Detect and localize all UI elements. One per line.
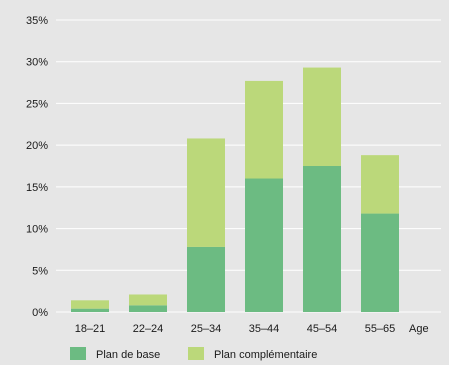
bar-segment bbox=[245, 80, 283, 179]
legend: Plan de base Plan complémentaire bbox=[70, 347, 317, 361]
y-tick-label: 25% bbox=[26, 98, 48, 110]
bar-segment bbox=[361, 155, 399, 214]
y-axis-ticks: 0% 5% 10% 15% 20% 25% 30% 35% bbox=[26, 15, 48, 319]
y-tick-label: 10% bbox=[26, 224, 48, 236]
bar-segment bbox=[303, 67, 341, 166]
bar-segment bbox=[129, 294, 167, 306]
y-tick-label: 5% bbox=[32, 265, 48, 277]
x-tick-label: 18–21 bbox=[75, 323, 106, 335]
x-axis-ticks: 18–21 22–24 25–34 35–44 45–54 55–65 bbox=[75, 323, 396, 335]
y-tick-label: 30% bbox=[26, 57, 48, 69]
y-tick-label: 35% bbox=[26, 15, 48, 27]
x-tick-label: 55–65 bbox=[365, 323, 396, 335]
y-tick-label: 15% bbox=[26, 182, 48, 194]
bar-segment bbox=[303, 166, 341, 312]
x-tick-label: 22–24 bbox=[133, 323, 164, 335]
bars bbox=[71, 67, 399, 312]
legend-label-plan-de-base: Plan de base bbox=[96, 349, 160, 361]
legend-swatch-plan-complementaire bbox=[188, 347, 204, 360]
legend-swatch-plan-de-base bbox=[70, 347, 86, 360]
bar-segment bbox=[187, 246, 225, 312]
legend-label-plan-complementaire: Plan complémentaire bbox=[214, 349, 317, 361]
x-axis-label: Age bbox=[409, 323, 429, 335]
bar-segment bbox=[187, 138, 225, 247]
bar-segment bbox=[71, 300, 109, 309]
y-tick-label: 20% bbox=[26, 140, 48, 152]
bar-segment bbox=[245, 178, 283, 312]
bar-segment bbox=[129, 305, 167, 312]
x-tick-label: 35–44 bbox=[249, 323, 280, 335]
x-tick-label: 45–54 bbox=[307, 323, 338, 335]
bar-segment bbox=[71, 308, 109, 312]
x-tick-label: 25–34 bbox=[191, 323, 222, 335]
y-tick-label: 0% bbox=[32, 307, 48, 319]
bar-segment bbox=[361, 213, 399, 312]
